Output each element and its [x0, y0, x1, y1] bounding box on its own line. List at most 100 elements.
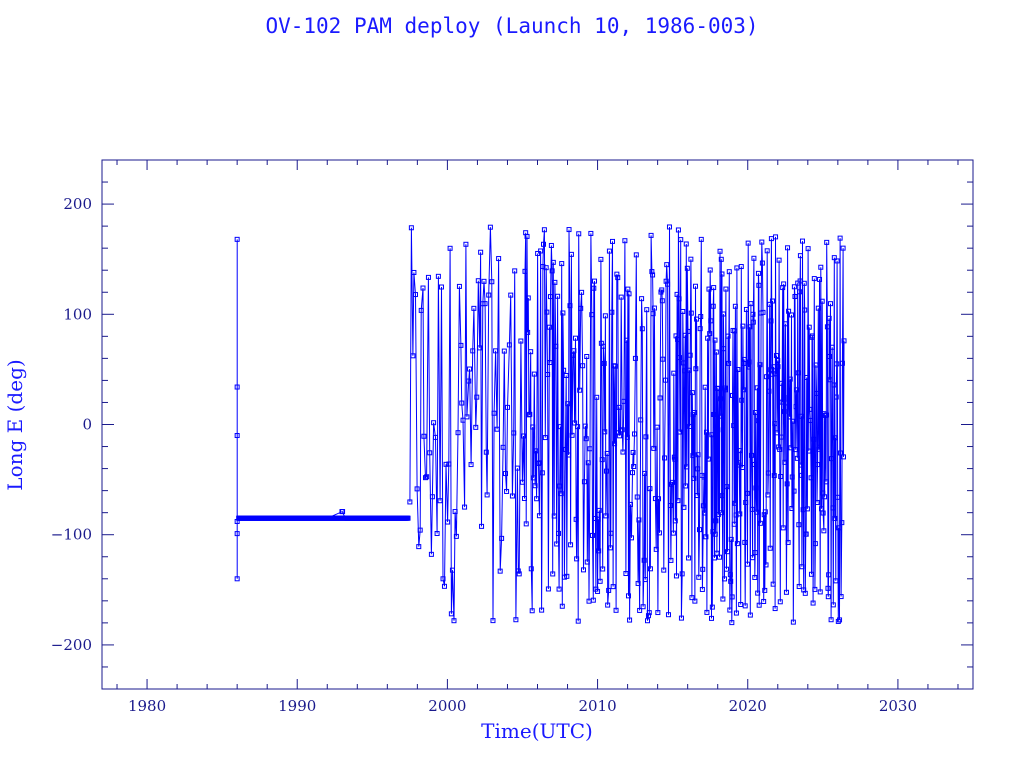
series-marker-drift [824, 239, 830, 245]
series-marker-drift [587, 446, 593, 452]
series-marker-drift [602, 313, 608, 319]
series-marker-drift [689, 390, 695, 396]
series-marker-drift [785, 245, 791, 251]
series-marker-drift [701, 474, 707, 480]
series-marker-drift [700, 566, 706, 572]
series-marker-drift [756, 602, 762, 608]
series-marker-drift [427, 450, 433, 456]
series-marker-drift [567, 303, 573, 309]
series-marker-drift [603, 468, 609, 474]
y-tick-label: −100 [51, 526, 92, 544]
series-marker-drift [682, 368, 688, 374]
series-marker-drift [697, 326, 703, 332]
series-marker-drift [834, 258, 840, 264]
series-marker-drift [609, 309, 615, 315]
series-marker-drift [786, 395, 792, 401]
series-marker-drift [425, 274, 431, 280]
series-marker-drift [743, 499, 749, 505]
series-marker-drift [790, 418, 796, 424]
series-marker-drift [759, 260, 765, 266]
series-marker-drift [683, 241, 689, 247]
series-marker-drift [550, 571, 556, 577]
series-marker-drift [728, 578, 734, 584]
series-marker-drift [738, 601, 744, 607]
series-marker-drift [698, 236, 704, 242]
series-marker-drift [644, 307, 650, 313]
series-marker-drift [714, 550, 720, 556]
series-marker-drift [538, 248, 544, 254]
series-marker-drift [761, 598, 767, 604]
series-marker-drift [475, 278, 481, 284]
series-marker-drift [542, 435, 548, 441]
series-marker-drift [647, 486, 653, 492]
series-marker-drift [627, 617, 633, 623]
series-marker-drift [512, 268, 518, 274]
series-marker-drift [655, 610, 661, 616]
series-marker-drift [699, 586, 705, 592]
series-marker-drift [665, 612, 671, 618]
series-marker-drift [715, 427, 721, 433]
series-marker-drift [466, 378, 472, 384]
series-marker-drift [744, 490, 750, 496]
series-marker-drift [625, 593, 631, 599]
series-marker-drift [421, 433, 427, 439]
series-marker-drift [691, 410, 697, 416]
series-marker-drift [540, 264, 546, 270]
axis-tick-labels: 1980 1990 2000 2010 2020 2030 200 100 0 −100 −200 [51, 195, 917, 715]
series-marker-drift [713, 518, 719, 524]
series-marker-drift [814, 499, 820, 505]
series-marker-drift [691, 475, 697, 481]
series-marker-drift [666, 224, 672, 230]
series-marker-drift [417, 527, 423, 533]
series-marker-drift [657, 395, 663, 401]
series-marker-drift [724, 484, 730, 490]
series-marker-drift [756, 282, 762, 288]
series-marker-drift [762, 509, 768, 515]
series-marker-drift [675, 498, 681, 504]
series-marker-drift [838, 450, 844, 456]
series-marker-drift [500, 444, 506, 450]
series-marker-drift [428, 551, 434, 557]
series-marker-drift [675, 336, 681, 342]
series-marker-drift [823, 412, 829, 418]
series-marker-drift [740, 323, 746, 329]
series-marker-drift [659, 298, 665, 304]
series-marker-drift [722, 387, 728, 393]
series-marker-drift [704, 429, 710, 435]
series-marker-drift [677, 429, 683, 435]
series-marker-drift [787, 376, 793, 382]
series-marker-drift [811, 436, 817, 442]
series-marker-drift [813, 362, 819, 368]
series-marker-drift [408, 225, 414, 231]
series-marker-drift [811, 276, 817, 282]
series-marker-drift [596, 507, 602, 513]
series-marker-drift [732, 328, 738, 334]
series-marker-drift [491, 410, 497, 416]
series-marker-drift [620, 449, 626, 455]
series-marker-drift [583, 436, 589, 442]
series-marker-drift [801, 280, 807, 286]
series-marker-drift [637, 607, 643, 613]
series-marker-drift [518, 338, 524, 344]
series-marker-drift [760, 309, 766, 315]
series-marker-drift [695, 466, 701, 472]
series-marker-drift [789, 505, 795, 511]
series-marker-drift [672, 518, 678, 524]
series-marker-drift [828, 617, 834, 623]
series-marker-drift [759, 239, 765, 245]
series-marker-drift [676, 296, 682, 302]
series-marker-drift [651, 305, 657, 311]
series-marker-drift [547, 360, 553, 366]
series-marker-drift [627, 501, 633, 507]
series-marker-drift [514, 465, 520, 471]
series-marker-drift [816, 444, 822, 450]
series-marker-drift [532, 483, 538, 489]
series-marker-drift [610, 238, 616, 244]
series-marker-drift [632, 431, 638, 437]
series-marker-drift [692, 283, 698, 289]
series-marker-drift [705, 456, 711, 462]
x-tick-label: 2020 [729, 697, 767, 715]
series-marker-drift [441, 583, 447, 589]
series-marker-drift [591, 285, 597, 291]
series-marker-drift [797, 289, 803, 295]
